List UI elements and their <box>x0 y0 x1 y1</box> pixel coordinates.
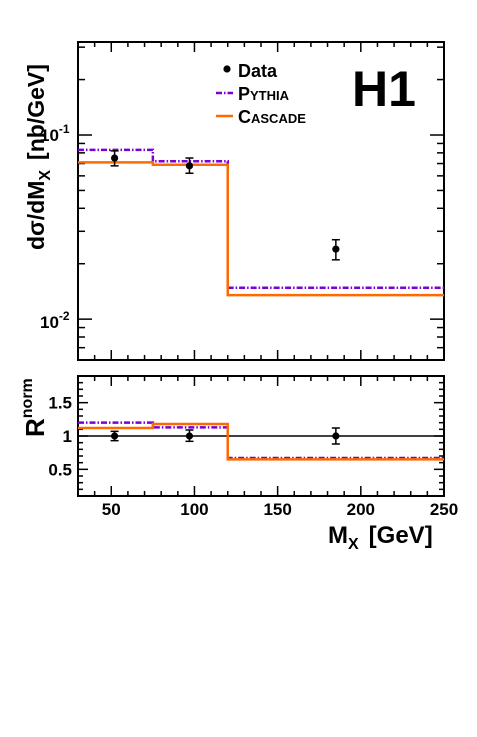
top-ylabel-sub: X <box>37 170 54 181</box>
data-point <box>185 162 194 170</box>
top-ylabel: dσ/dMX [nb/GeV] <box>23 64 54 250</box>
ytick-label-exp: -1 <box>59 122 70 136</box>
series-pythia-step <box>78 421 444 460</box>
ytick-label-0.1: 10-1 <box>40 122 70 145</box>
xlabel-main: M <box>328 522 348 549</box>
series-cascade-step <box>78 422 444 461</box>
xlabel-unit: [GeV] <box>369 522 433 549</box>
bottom-ylabel-main: R <box>20 418 50 437</box>
ytick-label-0.01: 10-2 <box>40 309 70 332</box>
series-pythia-step <box>78 148 444 290</box>
bottom-ylabel: Rnorm <box>19 378 50 437</box>
top-ylabel-main: dσ/dM <box>23 181 49 250</box>
xtick-label: 150 <box>263 500 291 519</box>
ytick-label-exp: -2 <box>59 309 70 323</box>
ytick-label: 1 <box>63 427 72 446</box>
ytick-label-base: 10 <box>40 313 59 332</box>
data-point <box>111 154 119 162</box>
xtick-label: 50 <box>102 500 121 519</box>
legend-label-pythia: PYTHIA <box>238 84 290 104</box>
series-cascade-step <box>78 161 444 297</box>
legend-label-pythia-rest: YTHIA <box>250 88 290 103</box>
legend-marker-data <box>223 65 231 73</box>
ytick-label: 0.5 <box>48 460 72 479</box>
xtick-label: 100 <box>180 500 208 519</box>
data-point <box>185 432 194 440</box>
legend-label-pythia-first: P <box>238 84 250 104</box>
bottom-ylabel-sup: norm <box>19 378 36 418</box>
data-point <box>332 432 340 440</box>
top-ylabel-unit: [nb/GeV] <box>23 64 49 160</box>
data-point <box>332 245 340 253</box>
top-panel <box>77 41 445 361</box>
xtick-label: 250 <box>430 500 458 519</box>
xlabel-sub: X <box>348 536 359 553</box>
ytick-label-base: 10 <box>40 126 59 145</box>
xtick-label: 200 <box>347 500 375 519</box>
legend-label-cascade: CASCADE <box>238 107 306 127</box>
legend: Data PYTHIA CASCADE <box>216 61 306 127</box>
legend-label-data: Data <box>238 61 278 81</box>
data-point <box>111 432 119 440</box>
bottom-panel: 0.5 1 1.5 50 100 150 200 250 <box>48 375 458 519</box>
experiment-label: H1 <box>352 61 416 117</box>
legend-label-cascade-first: C <box>238 107 251 127</box>
legend-label-cascade-rest: ASCADE <box>251 111 306 126</box>
ytick-label: 1.5 <box>48 394 72 413</box>
xlabel: MX [GeV] <box>328 522 433 553</box>
